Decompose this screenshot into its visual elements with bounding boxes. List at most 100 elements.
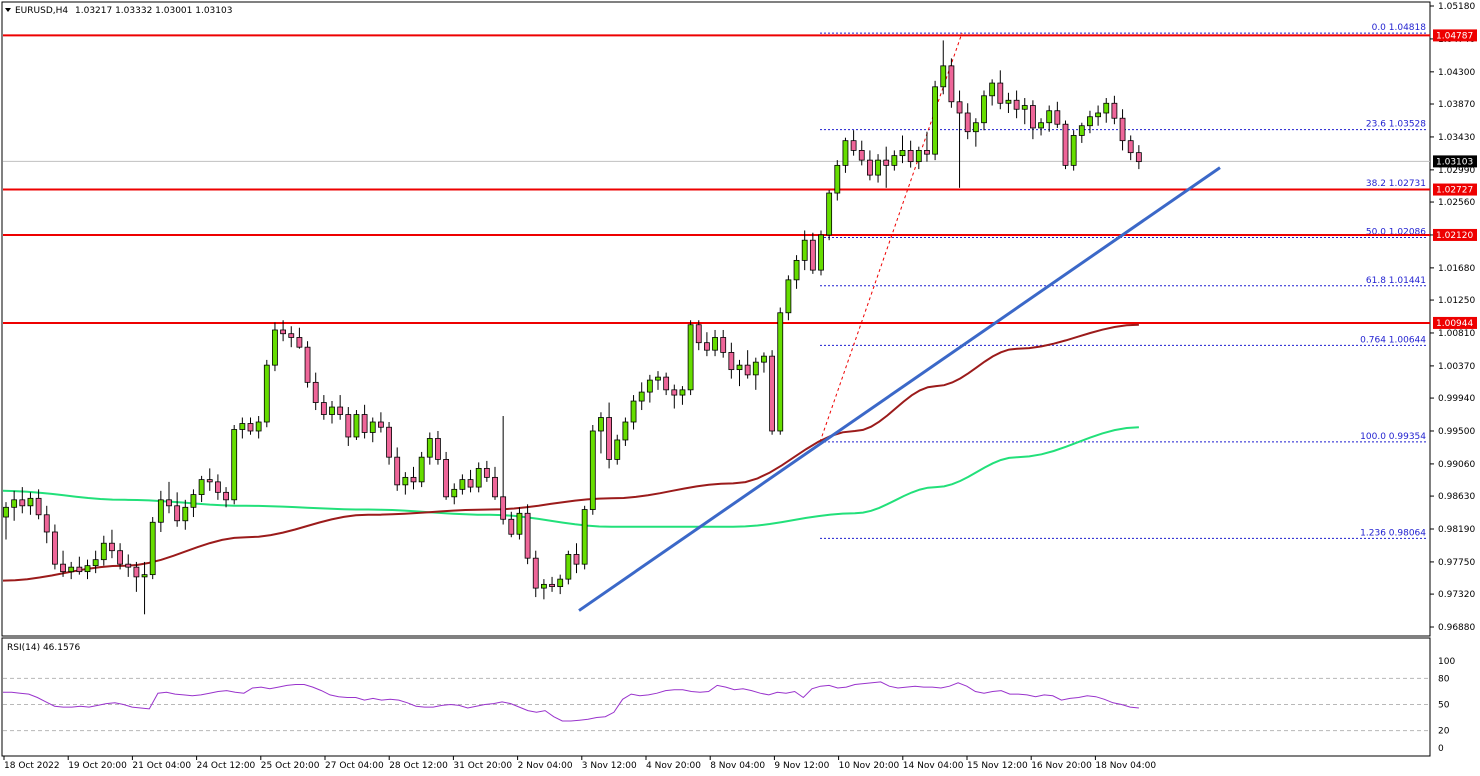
bear-candle: [288, 333, 295, 338]
bear-candle: [280, 329, 287, 335]
time-tick-label: 15 Nov 12:00: [967, 761, 1028, 771]
bull-candle: [1021, 105, 1028, 110]
bear-candle: [1054, 110, 1061, 125]
bull-candle: [3, 506, 9, 518]
time-tick-label: 21 Oct 04:00: [132, 761, 191, 771]
bear-candle: [964, 112, 971, 133]
rsi-tick-label: 20: [1438, 727, 1450, 737]
bear-candle: [247, 423, 254, 432]
bear-candle: [524, 512, 531, 559]
level-marker-bg: [1433, 183, 1477, 196]
bear-candle: [320, 402, 327, 415]
price-tick-label: 0.99500: [1438, 427, 1475, 437]
bear-candle: [508, 518, 515, 535]
bear-candle: [166, 499, 172, 507]
bull-candle: [826, 192, 833, 236]
price-tick-label: 1.02560: [1438, 198, 1475, 208]
bull-candle: [842, 140, 849, 166]
bull-candle: [426, 438, 433, 458]
rsi-line: [3, 681, 1139, 722]
bear-candle: [1135, 152, 1142, 163]
rsi-tick-label: 100: [1438, 657, 1455, 667]
collapse-arrow-icon[interactable]: [5, 8, 11, 12]
bull-candle: [1038, 122, 1044, 129]
bull-candle: [1087, 116, 1093, 127]
bear-candle: [133, 566, 140, 578]
rsi-axis: 100 80 50 20 0: [1438, 657, 1455, 754]
ma-fast-line: [2, 323, 1139, 582]
bear-candle: [606, 417, 612, 460]
bull-candle: [190, 494, 197, 508]
bear-candle: [695, 324, 702, 344]
bear-candle: [744, 364, 751, 376]
bear-candle: [52, 531, 58, 565]
bull-candle: [451, 488, 458, 498]
bull-candle: [793, 259, 800, 281]
support-trend-line: [578, 166, 1221, 612]
bull-candle: [614, 439, 621, 460]
bull-candle: [972, 122, 979, 133]
bull-candle: [100, 542, 107, 561]
bull-candle: [638, 391, 645, 402]
bear-candle: [60, 563, 66, 573]
bear-candle: [858, 150, 865, 161]
time-tick-label: 18 Nov 04:00: [1095, 761, 1156, 771]
bear-candle: [43, 514, 50, 533]
bull-candle: [818, 234, 824, 271]
bull-candle: [915, 150, 922, 163]
price-tick-label: 0.96880: [1438, 623, 1475, 633]
bear-candle: [809, 239, 816, 271]
time-tick-label: 3 Nov 12:00: [582, 761, 637, 771]
bear-candle: [1119, 117, 1126, 142]
bear-candle: [386, 426, 392, 458]
current-price-marker-bg: [1433, 155, 1477, 168]
bull-candle: [1095, 112, 1101, 118]
bull-candle: [687, 324, 694, 391]
bear-candle: [867, 159, 873, 176]
bull-candle: [940, 65, 947, 88]
bear-candle: [573, 554, 580, 565]
fibonacci-retracement: 0.0 1.04818 23.6 1.03528 38.2 1.02731 50.0 …: [819, 23, 1428, 539]
bear-candle: [907, 150, 914, 163]
bull-candle: [981, 95, 987, 124]
bull-candle: [84, 565, 91, 573]
time-tick-label: 14 Nov 04:00: [903, 761, 964, 771]
time-tick-label: 31 Oct 20:00: [453, 761, 512, 771]
bull-candle: [541, 583, 547, 589]
price-tick-label: 1.01680: [1438, 264, 1475, 274]
bull-candle: [899, 150, 906, 157]
price-tick-label: 0.97750: [1438, 558, 1475, 568]
bull-candle: [149, 521, 156, 576]
bull-candle: [589, 430, 596, 510]
rsi-header: RSI(14) 46.1576: [7, 643, 80, 653]
bull-candle: [263, 364, 270, 423]
bull-candle: [1046, 110, 1053, 124]
bull-candle: [157, 499, 164, 523]
level-marker-bg: [1433, 316, 1477, 329]
bull-candle: [736, 364, 743, 371]
bear-candle: [1013, 99, 1020, 110]
price-axis: 1.051801.047401.043001.038701.034301.029…: [1430, 2, 1475, 633]
bull-candle: [459, 479, 466, 490]
time-tick-label: 10 Nov 20:00: [839, 761, 900, 771]
bear-candle: [312, 381, 319, 403]
bear-candle: [532, 557, 539, 589]
fib-swing-line: [819, 32, 963, 443]
bear-candle: [345, 414, 352, 438]
price-tick-label: 0.98630: [1438, 492, 1475, 502]
bear-candle: [492, 476, 498, 498]
bull-candle: [801, 239, 808, 261]
rsi-tick-label: 0: [1438, 744, 1444, 754]
bear-candle: [410, 476, 417, 483]
bull-candle: [68, 566, 75, 573]
level-marker-bg: [1433, 29, 1477, 42]
bull-candle: [785, 279, 792, 314]
bear-candle: [377, 421, 384, 428]
bear-candle: [769, 355, 775, 432]
chart-header: EURUSD,H4 1.03217 1.03332 1.03001 1.0310…: [15, 6, 232, 16]
bull-candle: [1078, 125, 1085, 136]
bear-candle: [663, 376, 670, 391]
bull-candle: [581, 509, 588, 565]
bear-candle: [728, 352, 735, 371]
ma-slow-line: [2, 426, 1139, 528]
